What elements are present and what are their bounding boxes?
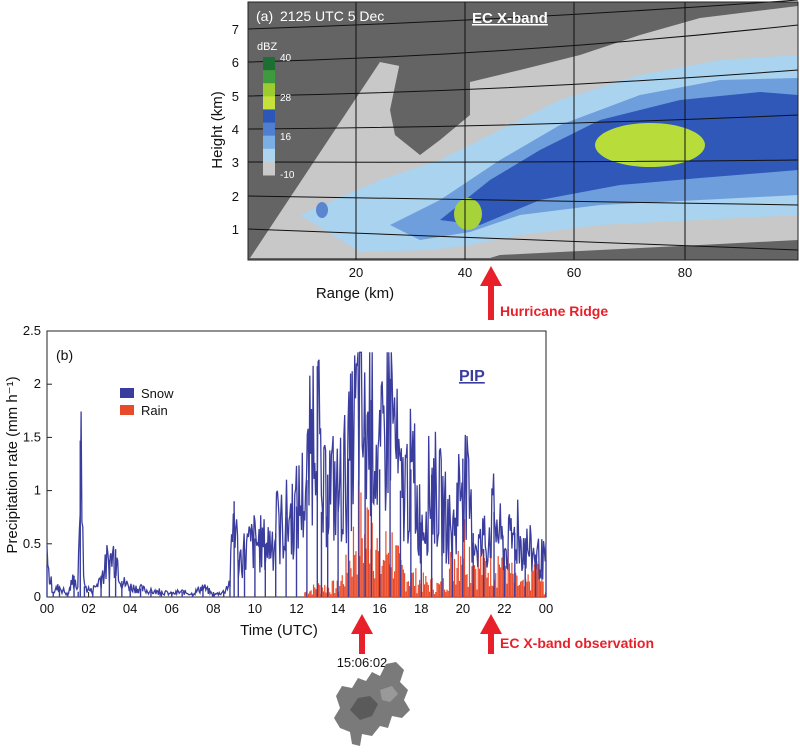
ytick-a-2: 2: [232, 189, 239, 204]
ec-observation-arrow-icon: [480, 614, 502, 654]
legend-swatch-snow: [120, 388, 134, 398]
plot-area-b: [46, 351, 547, 598]
panel-b-label: (b): [56, 347, 73, 363]
y-tick-label: 2: [34, 376, 41, 391]
ec-observation-label: EC X-band observation: [500, 635, 654, 651]
y-tick-label: 1.5: [23, 429, 41, 444]
y-tick-label: 0: [34, 589, 41, 604]
ylabel-a: Height (km): [209, 91, 226, 169]
x-tick-label: 06: [165, 601, 179, 616]
x-tick-label: 00: [40, 601, 54, 616]
colorbar-swatch: [263, 96, 275, 110]
colorbar-swatch: [263, 83, 275, 97]
legend-label-rain: Rain: [141, 403, 168, 418]
xlabel-a: Range (km): [316, 285, 394, 302]
hurricane-ridge-arrow-icon: [480, 266, 502, 320]
echo-gap: [390, 62, 470, 155]
legend-label-snow: Snow: [141, 386, 174, 401]
colorbar-swatch: [263, 161, 275, 176]
panel-a-instrument: EC X-band: [472, 10, 548, 27]
ylabel-b: Precipitation rate (mm h⁻¹): [4, 376, 21, 553]
height-gridlines: [247, 0, 799, 251]
x-tick-label: 20: [456, 601, 470, 616]
colorbar-swatch: [263, 70, 275, 84]
x-tick-label: 02: [81, 601, 95, 616]
x-tick-label: 22: [497, 601, 511, 616]
ytick-a-1: 1: [232, 222, 239, 237]
y-axis-b: 0 0.5 1 1.5 2 2.5: [23, 323, 52, 604]
arrow-time-label: 15:06:02: [337, 655, 388, 670]
panel-a-frame: [247, 1, 799, 261]
panel-b: 0 0.5 1 1.5 2 2.5 00 02 04 06 08 10 12 14 16 18 20 22 00 …: [4, 323, 654, 746]
x-tick-label: 04: [123, 601, 137, 616]
x-tick-label: 18: [414, 601, 428, 616]
reflectivity-core-ridge: [454, 198, 482, 230]
echo-blob: [316, 202, 328, 218]
ytick-a-7: 7: [232, 22, 239, 37]
ytick-a-6: 6: [232, 55, 239, 70]
xtick-a-20: 20: [349, 265, 363, 280]
colorbar-tick-label: -10: [280, 170, 295, 181]
panel-a-label: (a): [256, 8, 273, 24]
colorbar-swatch: [263, 57, 275, 71]
ytick-a-5: 5: [232, 89, 239, 104]
reflectivity-core-far: [595, 123, 705, 167]
legend: Snow Rain: [120, 386, 174, 418]
panel-a-time: 2125 UTC 5 Dec: [280, 8, 384, 24]
ytick-a-3: 3: [232, 155, 239, 170]
x-tick-label: 14: [331, 601, 345, 616]
y-tick-label: 1: [34, 483, 41, 498]
y-tick-label: 0.5: [23, 536, 41, 551]
legend-swatch-rain: [120, 405, 134, 415]
colorbar-title: dBZ: [257, 41, 277, 53]
colorbar-tick-label: 40: [280, 53, 292, 64]
time-arrow-icon: [351, 614, 373, 654]
colorbar-swatch: [263, 135, 275, 150]
x-tick-label: 12: [289, 601, 303, 616]
range-gridlines: [355, 2, 686, 260]
colorbar: 40 28 16 -10: [263, 53, 295, 181]
xtick-a-80: 80: [678, 265, 692, 280]
x-tick-label: 10: [248, 601, 262, 616]
panel-b-instrument: PIP: [459, 368, 485, 385]
xtick-a-40: 40: [458, 265, 472, 280]
colorbar-swatch: [263, 122, 275, 137]
xtick-a-60: 60: [567, 265, 581, 280]
hurricane-ridge-label: Hurricane Ridge: [500, 303, 608, 319]
x-tick-label: 08: [206, 601, 220, 616]
colorbar-swatch: [263, 109, 275, 124]
y-tick-label: 2.5: [23, 323, 41, 338]
ytick-a-4: 4: [232, 122, 239, 137]
x-axis-b: 00 02 04 06 08 10 12 14 16 18 20 22 00: [40, 592, 553, 616]
x-tick-label: 00: [539, 601, 553, 616]
x-tick-label: 16: [372, 601, 386, 616]
colorbar-swatch: [263, 148, 275, 163]
colorbar-tick-label: 28: [280, 93, 292, 104]
snowflake-particle-image: [334, 662, 410, 746]
colorbar-tick-label: 16: [280, 132, 292, 143]
xlabel-b: Time (UTC): [240, 622, 318, 639]
